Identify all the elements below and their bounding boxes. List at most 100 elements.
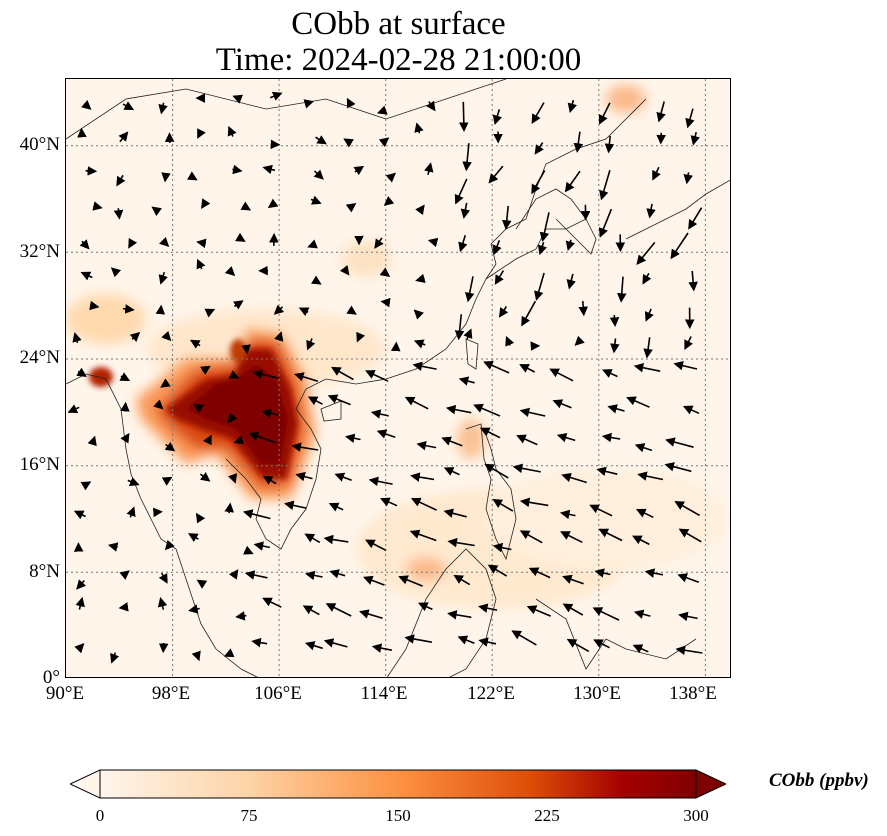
wind-arrow (339, 265, 350, 276)
wind-arrow (410, 472, 435, 482)
wind-arrow (199, 472, 211, 482)
wind-arrow (164, 441, 176, 452)
wind-arrow (334, 472, 352, 482)
wind-arrow (242, 509, 271, 520)
wind-arrow (262, 597, 282, 608)
wind-arrow (203, 434, 212, 446)
wind-arrow (365, 370, 389, 382)
wind-arrow (85, 166, 98, 176)
wind-arrow (412, 361, 437, 372)
wind-arrow (157, 597, 168, 610)
wind-arrow (652, 166, 661, 181)
wind-arrow (453, 574, 471, 586)
wind-arrow (353, 165, 365, 176)
wind-arrow (445, 404, 472, 415)
wind-arrow (294, 372, 319, 382)
wind-arrow (519, 407, 546, 418)
wind-arrow (158, 642, 169, 654)
wind-arrow (505, 335, 515, 347)
wind-arrow (331, 366, 354, 381)
wind-arrow (483, 360, 510, 374)
wind-arrow (492, 240, 502, 256)
wind-arrow (379, 267, 391, 277)
wind-arrow (323, 534, 349, 545)
wind-arrow (235, 232, 246, 242)
wind-arrow (604, 135, 615, 154)
wind-arrow (592, 607, 620, 621)
wind-arrow (161, 476, 173, 486)
wind-arrow (531, 102, 545, 124)
lon-tick-label: 114°E (360, 683, 408, 704)
wind-arrow (684, 336, 693, 351)
wind-arrow (228, 370, 240, 379)
wind-arrow (519, 497, 549, 508)
wind-arrow (678, 611, 698, 622)
wind-arrow (158, 572, 168, 584)
wind-arrow (303, 99, 315, 109)
wind-arrow (274, 331, 284, 342)
lon-tick-label: 138°E (669, 683, 717, 704)
wind-arrow (302, 605, 320, 616)
wind-arrow (227, 125, 237, 137)
wind-arrow (646, 203, 656, 219)
wind-arrow (537, 242, 548, 256)
wind-arrow (447, 610, 472, 620)
wind-arrow (81, 99, 92, 110)
wind-arrow (160, 378, 171, 388)
wind-arrow (204, 308, 216, 318)
wind-arrow (567, 99, 577, 114)
wind-arrow (76, 367, 87, 377)
wind-arrow (673, 360, 698, 371)
wind-arrow (223, 648, 235, 658)
wind-arrow (416, 440, 437, 451)
wind-arrow (633, 363, 661, 373)
wind-arrow (269, 91, 283, 101)
wind-arrow (479, 427, 501, 439)
wind-arrow (498, 306, 509, 318)
wind-arrow (596, 466, 618, 477)
wind-arrow (413, 309, 424, 320)
wind-arrow (635, 508, 654, 519)
wind-arrow (404, 634, 433, 644)
wind-arrow (519, 530, 543, 544)
lat-tick-label: 16°N (19, 454, 60, 475)
wind-arrow (670, 232, 689, 260)
wind-arrow (549, 368, 574, 382)
wind-arrow (632, 535, 650, 546)
lon-tick-label: 90°E (45, 683, 85, 704)
wind-arrow (678, 528, 702, 543)
wind-arrow (224, 502, 234, 514)
wind-arrow (197, 128, 206, 139)
wind-arrow (128, 237, 138, 249)
wind-arrow (110, 267, 122, 278)
wind-arrow (634, 443, 653, 453)
lon-tick-label: 130°E (573, 683, 621, 704)
wind-arrow (267, 198, 279, 209)
wind-arrow (313, 169, 324, 180)
wind-arrow (534, 272, 545, 301)
wind-arrow (232, 300, 244, 310)
wind-arrow (559, 509, 576, 520)
wind-arrow (67, 404, 80, 414)
wind-arrow (343, 138, 354, 148)
wind-arrow (404, 396, 429, 410)
wind-arrow (253, 541, 270, 551)
wind-arrow (243, 545, 254, 555)
wind-arrow (119, 372, 131, 382)
wind-arrow (566, 273, 576, 290)
wind-arrow (565, 239, 576, 252)
wind-arrow (305, 570, 323, 581)
wind-arrow (560, 531, 583, 544)
wind-vectors (67, 91, 703, 664)
wind-arrow (346, 97, 356, 109)
wind-arrow (562, 603, 584, 616)
map-title-line-1: CObb at surface (291, 6, 506, 42)
wind-arrow (578, 301, 589, 317)
wind-arrow (92, 201, 103, 211)
wind-arrow (374, 237, 384, 249)
wind-arrow (458, 234, 468, 253)
wind-arrow (598, 208, 613, 238)
wind-arrow (488, 165, 504, 184)
colorbar-max-extension (695, 769, 728, 799)
wind-arrow (598, 528, 623, 542)
